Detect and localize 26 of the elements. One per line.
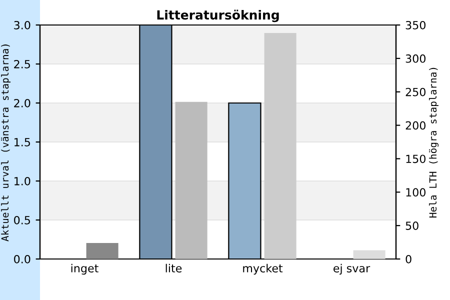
y2-tick-label: 150 bbox=[406, 154, 426, 164]
bar bbox=[86, 242, 118, 259]
bar bbox=[264, 33, 296, 259]
x-tick-label: ej svar bbox=[334, 264, 370, 275]
y-tick-label: 1.0 bbox=[14, 176, 30, 186]
bar bbox=[353, 250, 386, 259]
y2-tick-label: 200 bbox=[406, 121, 426, 130]
y-tick-label: 0.5 bbox=[14, 216, 30, 224]
y2-tick-label: 350 bbox=[406, 20, 426, 30]
x-tick-label: inget bbox=[71, 264, 98, 275]
bar bbox=[175, 102, 208, 259]
y2-tick-label: 0 bbox=[406, 254, 412, 264]
y-tick-label: 1.5 bbox=[14, 138, 30, 146]
y2-tick-label: 250 bbox=[406, 88, 426, 96]
y-tick-label: 3.0 bbox=[14, 20, 30, 30]
x-tick-label: lite bbox=[166, 264, 182, 272]
y2-tick-label: 300 bbox=[406, 54, 426, 63]
y-tick-label: 0.0 bbox=[14, 254, 30, 264]
y2-tick-label: 50 bbox=[406, 222, 418, 230]
y-tick-label: 2.5 bbox=[14, 60, 30, 68]
x-tick-label: mycket bbox=[243, 264, 283, 275]
y-tick-label: 2.0 bbox=[14, 98, 30, 108]
y2-axis-title: Hela LTH (högra staplarna) bbox=[429, 68, 439, 218]
y2-tick-label: 100 bbox=[406, 188, 426, 197]
y-axis-title: Aktuellt urval (vänstra staplarna) bbox=[1, 44, 11, 242]
chart-title: Litteratursökning bbox=[157, 10, 279, 22]
